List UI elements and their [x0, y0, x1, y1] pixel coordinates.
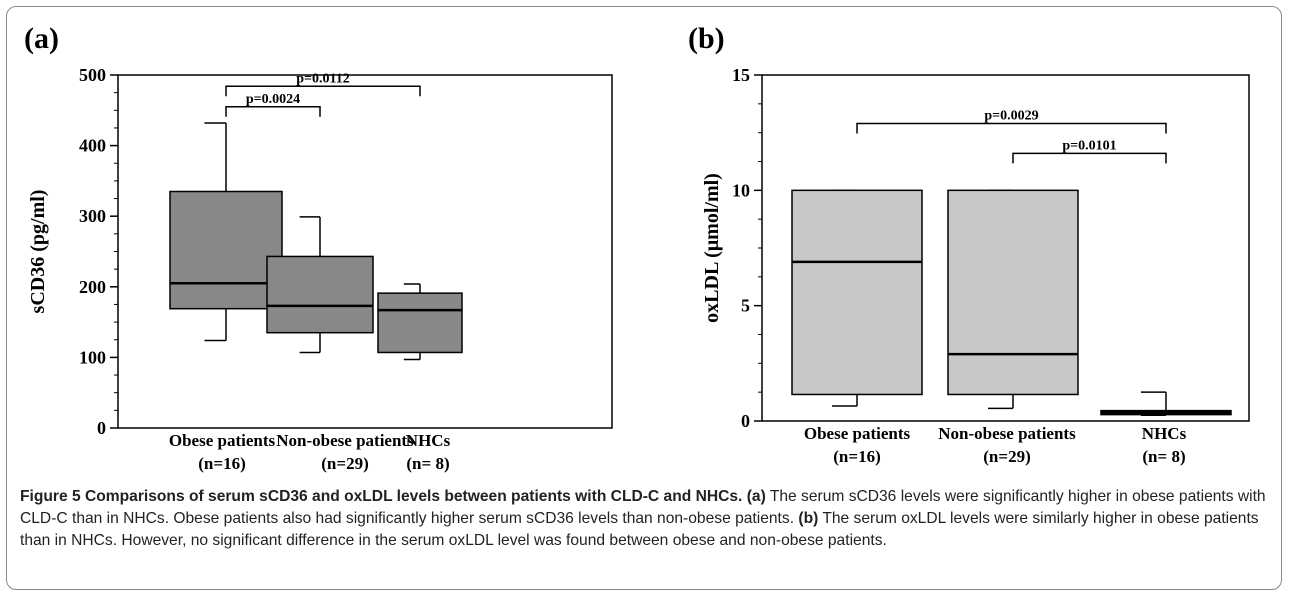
panel-a-y-tick-label: 100 — [79, 347, 106, 367]
panel-a-category-label: NHCs — [406, 431, 451, 450]
panel-a-category-n: (n=29) — [321, 454, 368, 473]
panel-a-y-tick-label: 300 — [79, 206, 106, 226]
panel-a-box — [169, 190, 283, 310]
panel-b-y-tick-label: 10 — [732, 180, 750, 200]
panel-b-p-value-label: p=0.0101 — [1062, 138, 1116, 153]
figure-caption: Figure 5 Comparisons of serum sCD36 and … — [20, 486, 1275, 552]
panel-b-category-n: (n=29) — [983, 447, 1030, 466]
panel-a-y-tick-label: 500 — [79, 65, 106, 85]
panel-a-label: (a) — [24, 22, 59, 55]
panel-a-box — [266, 255, 374, 334]
panel-a-y-tick-label: 0 — [97, 418, 106, 438]
panel-a-category-label: Non-obese patients — [276, 431, 414, 450]
caption-a-text: The serum sCD36 levels were significantl… — [20, 488, 1266, 527]
panel-b-significance-bracket — [856, 122, 1167, 134]
panel-a-p-value-label: p=0.0112 — [296, 71, 350, 86]
panel-b-significance-bracket — [1012, 152, 1167, 164]
panel-b-p-value-label: p=0.0029 — [984, 108, 1038, 123]
panel-a-category-n: (n= 8) — [406, 454, 449, 473]
caption-title: Figure 5 Comparisons of serum sCD36 and … — [20, 488, 743, 505]
panel-a-p-value-label: p=0.0024 — [246, 92, 300, 107]
panel-b-y-tick-label: 15 — [732, 65, 750, 85]
panel-a-box — [377, 292, 463, 354]
panel-a-category-label: Obese patients — [169, 431, 276, 450]
panel-a-y-axis-label: sCD36 (pg/ml) — [27, 190, 49, 314]
panel-a-significance-bracket — [225, 106, 321, 117]
panel-a-y-tick-label: 400 — [79, 136, 106, 156]
panel-a-significance-bracket — [225, 85, 421, 97]
panel-b-category-n: (n=16) — [833, 447, 880, 466]
panel-b-category-label: NHCs — [1142, 424, 1187, 443]
caption-b-label: (b) — [798, 510, 819, 527]
panel-a-y-tick-label: 200 — [79, 277, 106, 297]
panel-b-label: (b) — [688, 22, 725, 55]
panel-b-box — [947, 189, 1079, 396]
panel-b-y-tick-label: 5 — [741, 296, 750, 316]
panel-b-category-label: Non-obese patients — [938, 424, 1076, 443]
panel-b-y-axis-label: oxLDL (μmol/ml) — [701, 173, 723, 323]
caption-b-text: The serum oxLDL levels were similarly hi… — [20, 510, 1259, 549]
panel-b-category-label: Obese patients — [804, 424, 911, 443]
panel-b-y-tick-label: 0 — [741, 411, 750, 431]
panel-b-category-n: (n= 8) — [1142, 447, 1185, 466]
panel-a-category-n: (n=16) — [198, 454, 245, 473]
panel-b-box — [791, 189, 923, 396]
caption-a-label: (a) — [746, 488, 766, 505]
